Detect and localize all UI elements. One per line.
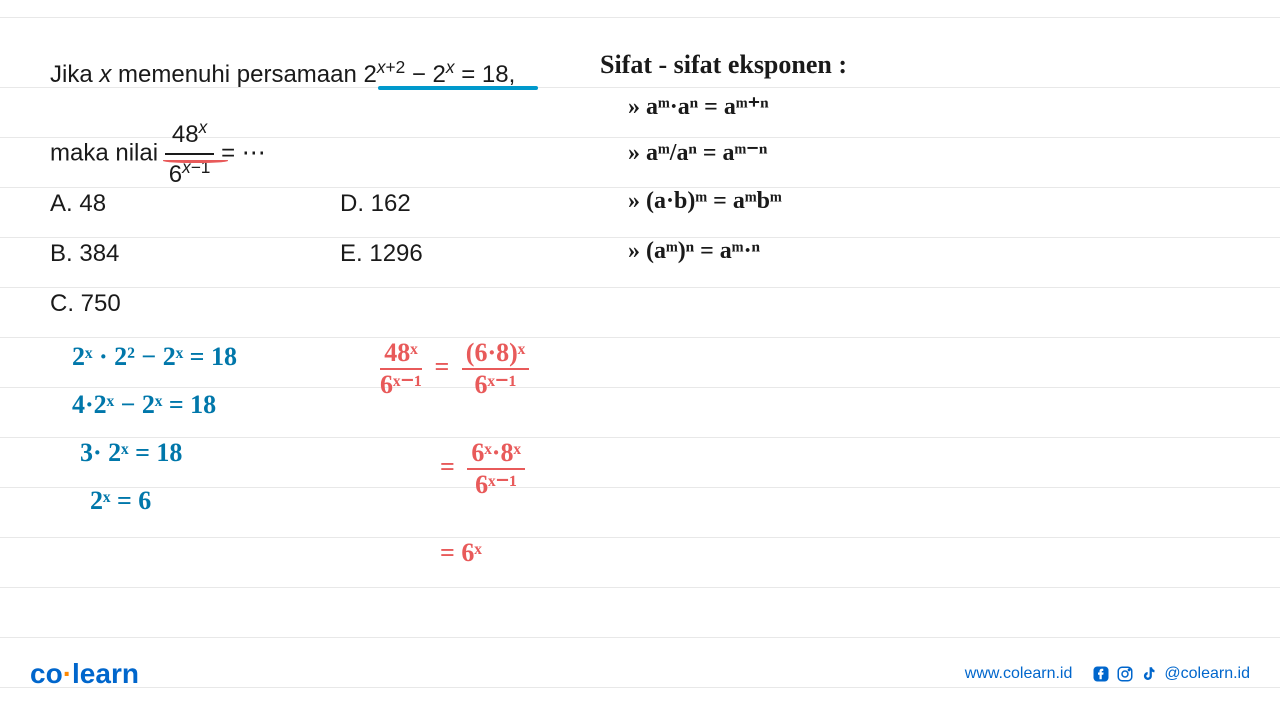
work-blue-4: 2ˣ = 6 bbox=[90, 486, 151, 516]
option-a: A. 48 bbox=[50, 190, 106, 218]
rule-1: » aᵐ·aⁿ = aᵐ⁺ⁿ bbox=[628, 92, 769, 121]
work-blue-3: 3· 2ˣ = 18 bbox=[80, 438, 182, 468]
red-f3-num: 6ˣ·8ˣ bbox=[467, 438, 525, 470]
red-f1-den: 6ˣ⁻¹ bbox=[380, 370, 422, 399]
q-equation: 2x+2 − 2x = 18, bbox=[364, 61, 516, 88]
red-eq2: = bbox=[440, 452, 455, 481]
q-pre: Jika bbox=[50, 61, 99, 88]
rule-3-text: (a·b)ᵐ = aᵐbᵐ bbox=[646, 188, 782, 214]
q2-pre: maka nilai bbox=[50, 139, 165, 166]
footer-url: www.colearn.id bbox=[965, 665, 1073, 683]
work-blue-2: 4·2ˣ − 2ˣ = 18 bbox=[72, 390, 216, 420]
red-f3-den: 6ˣ⁻¹ bbox=[475, 470, 517, 499]
option-d: D. 162 bbox=[340, 190, 411, 218]
red-f2-num: (6·8)ˣ bbox=[462, 338, 529, 370]
footer-right: www.colearn.id @colearn.id bbox=[965, 665, 1250, 683]
work-red-frac3: = 6ˣ·8ˣ 6ˣ⁻¹ bbox=[440, 438, 525, 500]
content-area: Jika x memenuhi persamaan 2x+2 − 2x = 18… bbox=[0, 0, 1280, 50]
fraction: 48x 6x−1 bbox=[165, 115, 215, 193]
work-red-4: = 6ˣ bbox=[440, 538, 482, 568]
work-red-frac1: 48ˣ 6ˣ⁻¹ = (6·8)ˣ 6ˣ⁻¹ bbox=[380, 338, 529, 400]
logo-dot: · bbox=[63, 658, 72, 689]
rule-3: » (a·b)ᵐ = aᵐbᵐ bbox=[628, 188, 782, 215]
social-icons: @colearn.id bbox=[1092, 665, 1250, 683]
facebook-icon bbox=[1092, 665, 1110, 683]
question-line-2: maka nilai 48x 6x−1 = ⋯ bbox=[50, 115, 266, 193]
red-f1-num: 48ˣ bbox=[380, 338, 422, 370]
instagram-icon bbox=[1116, 665, 1134, 683]
rule-4-text: (aᵐ)ⁿ = aᵐ·ⁿ bbox=[646, 238, 760, 264]
q-var: x bbox=[99, 61, 111, 88]
red-f2-den: 6ˣ⁻¹ bbox=[475, 370, 517, 399]
footer-handle: @colearn.id bbox=[1164, 665, 1250, 683]
footer: co·learn www.colearn.id @colearn.id bbox=[0, 658, 1280, 690]
option-c: C. 750 bbox=[50, 290, 121, 318]
rule-4: » (aᵐ)ⁿ = aᵐ·ⁿ bbox=[628, 238, 760, 265]
logo-co: co bbox=[30, 658, 63, 689]
red-eq1: = bbox=[434, 352, 449, 381]
rule-2: » aᵐ/aⁿ = aᵐ⁻ⁿ bbox=[628, 138, 767, 167]
blue-underline bbox=[378, 86, 538, 90]
work-blue-1: 2ˣ · 2² − 2ˣ = 18 bbox=[72, 342, 237, 372]
q2-post: = ⋯ bbox=[221, 139, 266, 166]
logo: co·learn bbox=[30, 658, 139, 690]
rule-2-text: aᵐ/aⁿ = aᵐ⁻ⁿ bbox=[646, 140, 767, 166]
frac-numerator: 48x bbox=[165, 115, 215, 153]
rules-title: Sifat - sifat eksponen : bbox=[600, 50, 847, 80]
red-underline bbox=[163, 158, 228, 163]
option-b: B. 384 bbox=[50, 240, 119, 268]
q-post: memenuhi persamaan bbox=[111, 61, 363, 88]
logo-learn: learn bbox=[72, 658, 139, 689]
tiktok-icon bbox=[1140, 665, 1158, 683]
option-e: E. 1296 bbox=[340, 240, 423, 268]
rule-1-text: aᵐ·aⁿ = aᵐ⁺ⁿ bbox=[646, 94, 769, 120]
